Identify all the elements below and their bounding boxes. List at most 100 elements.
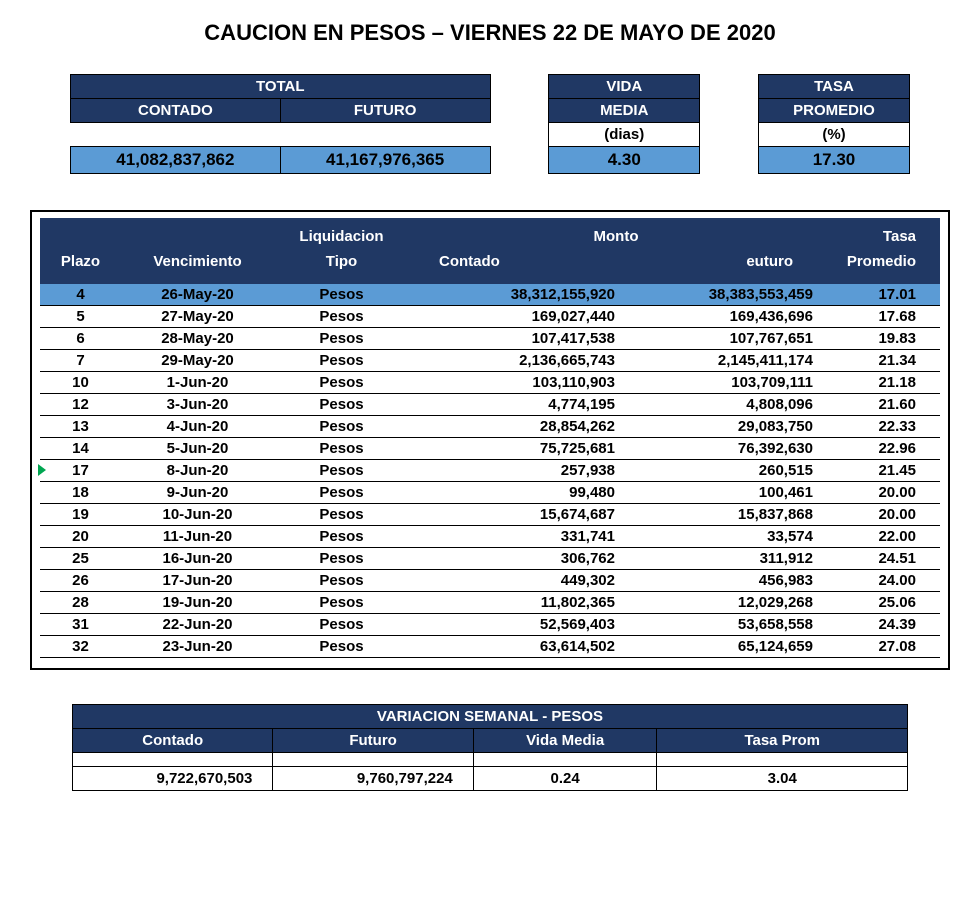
cell-tasa: 21.60 [823, 394, 940, 416]
hdr-media: MEDIA [549, 99, 700, 123]
cell-vencimiento: 26-May-20 [121, 284, 274, 306]
cell-futuro: 107,767,651 [625, 328, 823, 350]
cell-tipo: Pesos [274, 504, 409, 526]
cell-tasa: 24.00 [823, 570, 940, 592]
cell-futuro: 103,709,111 [625, 372, 823, 394]
cell-futuro: 2,145,411,174 [625, 350, 823, 372]
th-vencimiento: Vencimiento [121, 249, 274, 284]
hdr-total: TOTAL [71, 75, 491, 99]
cell-plazo: 25 [40, 548, 121, 570]
table-row: 134-Jun-20Pesos28,854,26229,083,75022.33 [40, 416, 940, 438]
cell-vencimiento: 10-Jun-20 [121, 504, 274, 526]
cell-futuro: 33,574 [625, 526, 823, 548]
th-monto: Monto [409, 218, 823, 249]
hdr-promedio: PROMEDIO [758, 99, 909, 123]
detail-table: Liquidacion Monto Tasa Plazo Vencimiento… [40, 218, 940, 658]
cell-futuro: 76,392,630 [625, 438, 823, 460]
table-row: 101-Jun-20Pesos103,110,903103,709,11121.… [40, 372, 940, 394]
vh-contado: Contado [73, 729, 273, 753]
cell-futuro: 65,124,659 [625, 636, 823, 658]
cell-contado: 15,674,687 [409, 504, 625, 526]
cell-tasa: 17.68 [823, 306, 940, 328]
detail-section: Liquidacion Monto Tasa Plazo Vencimiento… [30, 210, 950, 670]
cell-plazo: 7 [40, 350, 121, 372]
cell-contado: 306,762 [409, 548, 625, 570]
cell-plazo: 17 [40, 460, 121, 482]
th-plazo: Plazo [40, 249, 121, 284]
cell-plazo: 28 [40, 592, 121, 614]
cell-tasa: 22.33 [823, 416, 940, 438]
cell-contado: 38,312,155,920 [409, 284, 625, 306]
variation-table: VARIACION SEMANAL - PESOS Contado Futuro… [72, 704, 908, 791]
cell-plazo: 6 [40, 328, 121, 350]
table-row: 3122-Jun-20Pesos52,569,40353,658,55824.3… [40, 614, 940, 636]
cell-tipo: Pesos [274, 394, 409, 416]
cell-tipo: Pesos [274, 284, 409, 306]
cell-contado: 63,614,502 [409, 636, 625, 658]
table-row: 123-Jun-20Pesos4,774,1954,808,09621.60 [40, 394, 940, 416]
green-marker-icon [38, 464, 46, 476]
cell-tasa: 24.51 [823, 548, 940, 570]
table-row: 729-May-20Pesos2,136,665,7432,145,411,17… [40, 350, 940, 372]
vh-vida-media: Vida Media [473, 729, 657, 753]
cell-tipo: Pesos [274, 306, 409, 328]
table-row: 2011-Jun-20Pesos331,74133,57422.00 [40, 526, 940, 548]
cell-tipo: Pesos [274, 438, 409, 460]
cell-plazo: 4 [40, 284, 121, 306]
cell-futuro: 311,912 [625, 548, 823, 570]
variation-title: VARIACION SEMANAL - PESOS [73, 705, 908, 729]
cell-tipo: Pesos [274, 460, 409, 482]
cell-plazo: 10 [40, 372, 121, 394]
cell-plazo: 5 [40, 306, 121, 328]
table-row: 2617-Jun-20Pesos449,302456,98324.00 [40, 570, 940, 592]
cell-vencimiento: 11-Jun-20 [121, 526, 274, 548]
cell-vencimiento: 1-Jun-20 [121, 372, 274, 394]
cell-futuro: 15,837,868 [625, 504, 823, 526]
table-row: 527-May-20Pesos169,027,440169,436,69617.… [40, 306, 940, 328]
unit-dias: (dias) [549, 123, 700, 147]
cell-vencimiento: 16-Jun-20 [121, 548, 274, 570]
cell-futuro: 38,383,553,459 [625, 284, 823, 306]
hdr-vida: VIDA [549, 75, 700, 99]
cell-futuro: 169,436,696 [625, 306, 823, 328]
cell-vencimiento: 23-Jun-20 [121, 636, 274, 658]
th-contado: Contado [409, 249, 625, 284]
cell-vencimiento: 5-Jun-20 [121, 438, 274, 460]
table-row: 178-Jun-20Pesos257,938260,51521.45 [40, 460, 940, 482]
vv-contado: 9,722,670,503 [73, 767, 273, 791]
cell-contado: 107,417,538 [409, 328, 625, 350]
cell-tipo: Pesos [274, 592, 409, 614]
table-row: 189-Jun-20Pesos99,480100,46120.00 [40, 482, 940, 504]
vh-tasa-prom: Tasa Prom [657, 729, 908, 753]
cell-tasa: 17.01 [823, 284, 940, 306]
cell-plazo: 26 [40, 570, 121, 592]
cell-contado: 331,741 [409, 526, 625, 548]
hdr-futuro: FUTURO [280, 99, 490, 123]
cell-tasa: 21.18 [823, 372, 940, 394]
vv-vida-media: 0.24 [473, 767, 657, 791]
cell-tipo: Pesos [274, 614, 409, 636]
cell-contado: 103,110,903 [409, 372, 625, 394]
cell-contado: 11,802,365 [409, 592, 625, 614]
cell-futuro: 12,029,268 [625, 592, 823, 614]
cell-tipo: Pesos [274, 328, 409, 350]
cell-tipo: Pesos [274, 350, 409, 372]
cell-tasa: 19.83 [823, 328, 940, 350]
cell-tasa: 22.00 [823, 526, 940, 548]
cell-vencimiento: 3-Jun-20 [121, 394, 274, 416]
cell-tipo: Pesos [274, 416, 409, 438]
vv-tasa-prom: 3.04 [657, 767, 908, 791]
cell-contado: 75,725,681 [409, 438, 625, 460]
cell-contado: 99,480 [409, 482, 625, 504]
th-tasa: Tasa [823, 218, 940, 249]
val-vida-media: 4.30 [549, 147, 700, 174]
vh-futuro: Futuro [273, 729, 473, 753]
cell-vencimiento: 27-May-20 [121, 306, 274, 328]
table-row: 145-Jun-20Pesos75,725,68176,392,63022.96 [40, 438, 940, 460]
th-euturo: euturo [625, 249, 823, 284]
cell-tasa: 24.39 [823, 614, 940, 636]
cell-tipo: Pesos [274, 570, 409, 592]
hdr-tasa: TASA [758, 75, 909, 99]
cell-plazo: 19 [40, 504, 121, 526]
cell-plazo: 32 [40, 636, 121, 658]
